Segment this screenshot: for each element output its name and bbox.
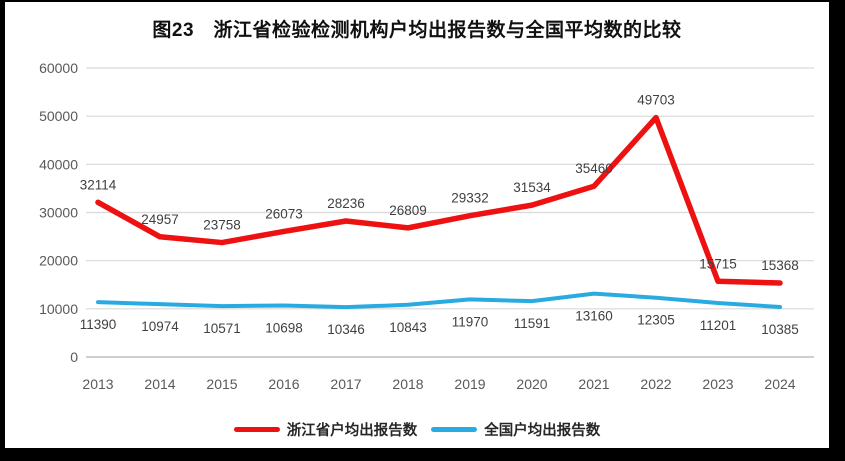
blue-line-swatch-icon (431, 426, 478, 432)
legend: 浙江省户均出报告数 全国户均出报告数 (5, 416, 829, 442)
red-line-swatch-icon (233, 426, 280, 432)
chart-page: 图23 浙江省检验检测机构户均出报告数与全国平均数的比较 浙江省户均出报告数 全… (5, 2, 829, 448)
legend-item-national: 全国户均出报告数 (431, 419, 600, 440)
legend-label-zhejiang: 浙江省户均出报告数 (286, 422, 418, 439)
legend-item-zhejiang: 浙江省户均出报告数 (233, 419, 418, 440)
chart-title: 图23 浙江省检验检测机构户均出报告数与全国平均数的比较 (152, 20, 682, 41)
legend-label-national: 全国户均出报告数 (484, 422, 601, 439)
